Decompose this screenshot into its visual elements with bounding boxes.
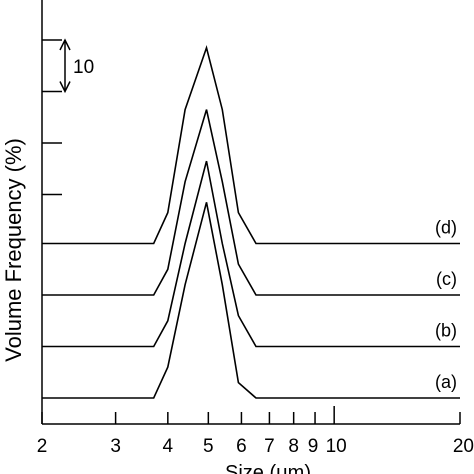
scale-bar-arrow-up	[59, 38, 71, 51]
y-axis-label: Volume Frequency (%)	[1, 138, 26, 362]
x-tick-label: 3	[110, 436, 121, 457]
x-tick-label: 10	[326, 436, 347, 457]
series-label: (a)	[435, 372, 457, 392]
x-tick-label: 5	[203, 436, 214, 457]
x-tick-label: 20	[453, 436, 474, 457]
series-line	[42, 109, 460, 296]
scale-bar-label: 10	[73, 57, 94, 78]
series-line	[42, 45, 460, 245]
series-line	[42, 202, 460, 399]
scale-bar-arrow-down	[59, 81, 71, 94]
x-tick-label: 9	[308, 436, 319, 457]
series-line	[42, 160, 460, 348]
axes	[41, 0, 460, 425]
series-label: (d)	[435, 218, 457, 238]
series-label: (b)	[435, 321, 457, 341]
x-ticks: 2 3 4 5 6 7 8 9 10 20	[37, 406, 474, 457]
series-label: (c)	[436, 269, 457, 289]
x-tick-label: 8	[288, 436, 299, 457]
series-group: (a) (b) (c) (d)	[42, 45, 460, 399]
x-axis-label: Size (μm)	[225, 462, 311, 474]
x-tick-label: 2	[37, 436, 48, 457]
x-tick-label: 6	[236, 436, 247, 457]
x-tick-label: 7	[264, 436, 275, 457]
scale-bar: 10	[59, 38, 94, 94]
x-tick-label: 4	[163, 436, 174, 457]
